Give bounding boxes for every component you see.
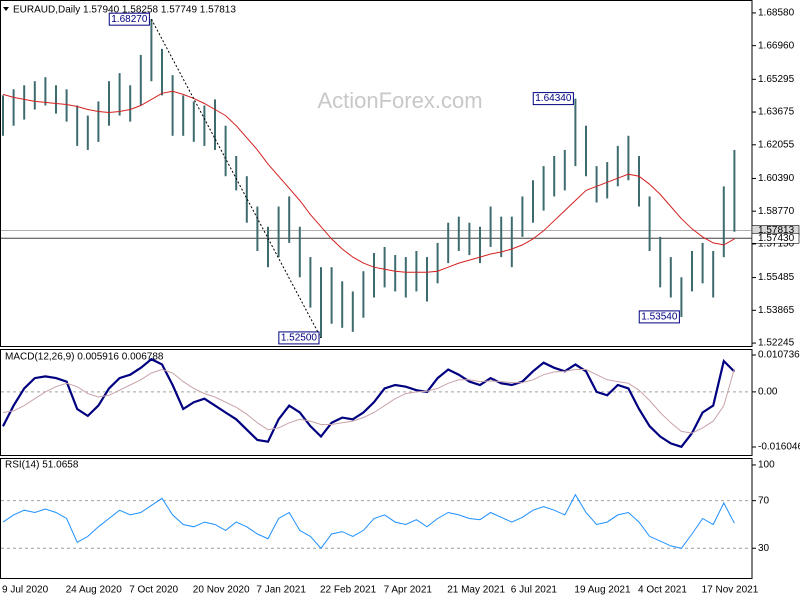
annotation-box	[108, 12, 150, 26]
x-tick-label: 19 Aug 2021	[574, 585, 631, 596]
x-tick-label: 20 Nov 2020	[193, 585, 250, 596]
panel-title: RSI(14) 51.0658	[5, 460, 79, 471]
y-tick-label: 1.66960	[758, 40, 795, 51]
x-tick-label: 7 Apr 2021	[384, 585, 433, 596]
macd-panel-frame	[0, 349, 753, 456]
y-tick-label: 100	[758, 460, 775, 471]
y-tick-label: 1.53865	[758, 305, 795, 316]
moving-average	[2, 90, 735, 273]
x-tick-label: 21 May 2021	[447, 585, 505, 596]
x-tick-label: 6 Jul 2021	[511, 585, 558, 596]
y-tick-label: 1.60390	[758, 173, 795, 184]
x-tick-label: 17 Nov 2021	[702, 585, 759, 596]
price-panel-frame	[0, 0, 753, 347]
x-tick-label: 7 Oct 2020	[129, 585, 178, 596]
indicator-line	[2, 357, 736, 449]
y-tick-label: 1.57150	[758, 239, 795, 250]
y-tick-label: 30	[758, 543, 770, 554]
y-tick-label: 1.55485	[758, 272, 795, 283]
y-tick-label: 1.58770	[758, 206, 795, 217]
annotation-label: 1.64340	[535, 93, 572, 104]
x-tick-label: 24 Aug 2020	[66, 585, 123, 596]
x-tick-label: 9 Jul 2020	[2, 585, 49, 596]
annotation-box	[532, 92, 574, 106]
menu-arrow[interactable]	[3, 7, 9, 11]
indicator-line	[2, 493, 735, 550]
x-tick-label: 4 Oct 2021	[638, 585, 687, 596]
annotation-box	[638, 310, 680, 324]
y-tick-label: 1.62055	[758, 139, 795, 150]
rsi-panel-frame	[0, 458, 753, 579]
y-tick-label: 1.68580	[758, 8, 795, 19]
panel-title: MACD(12,26,9) 0.005916 0.006788	[5, 352, 164, 363]
y-tick-label: 0.00	[758, 387, 778, 398]
annotation-label: 1.53540	[641, 312, 678, 323]
price-label-box	[751, 232, 800, 244]
annotation-label: 1.68270	[111, 14, 148, 25]
y-tick-label: 70	[758, 495, 770, 506]
annotation-label: 1.52500	[281, 333, 318, 344]
y-tick-label: 1.52245	[758, 338, 795, 349]
y-tick-label: 0.010736	[758, 350, 800, 361]
x-tick-label: 22 Feb 2021	[320, 585, 377, 596]
y-tick-label: 1.63675	[758, 107, 795, 118]
price-label: 1.57430	[758, 233, 795, 244]
y-tick-label: -0.016046	[758, 442, 800, 453]
watermark: ActionForex.com	[317, 88, 482, 113]
trend-line	[150, 18, 322, 339]
x-tick-label: 7 Jan 2021	[256, 585, 306, 596]
indicator-line	[2, 368, 735, 434]
panel-title: EURAUD,Daily 1.57940 1.58258 1.57749 1.5…	[13, 5, 236, 16]
price-label: 1.57813	[758, 225, 795, 236]
annotation-box	[278, 331, 320, 345]
y-tick-label: 1.65295	[758, 74, 795, 85]
